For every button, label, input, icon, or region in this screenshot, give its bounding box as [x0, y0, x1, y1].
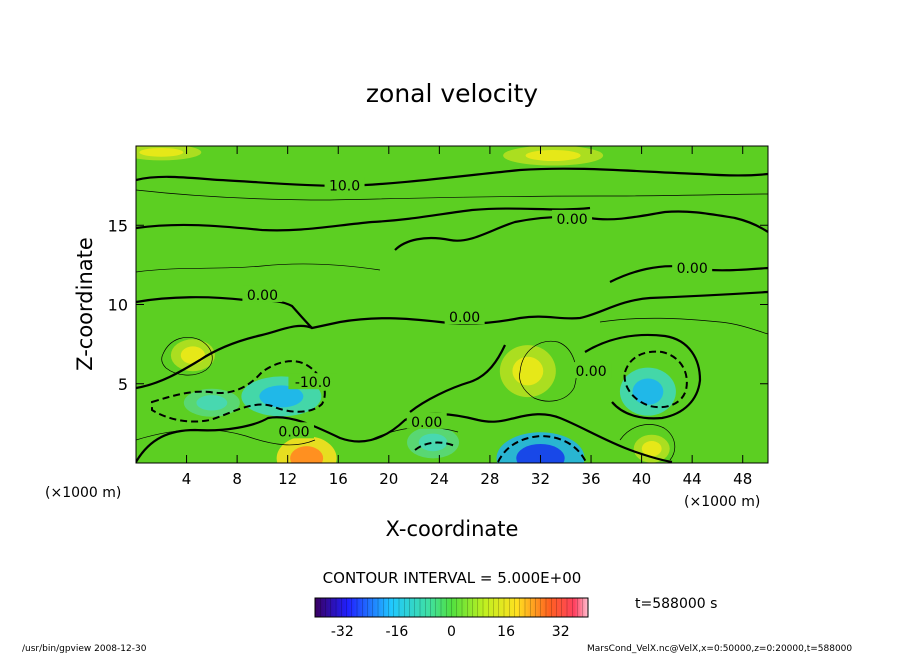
contour-label: 0.00 [449, 310, 480, 326]
y-tick-labels: 5 10 15 [108, 216, 128, 394]
contour-label: 0.00 [247, 288, 278, 304]
x-tick-label: 8 [232, 470, 242, 488]
x-unit-right: (×1000 m) [684, 494, 760, 510]
x-tick-label: 28 [480, 470, 499, 488]
field-extremum [180, 346, 205, 365]
x-unit-left: (×1000 m) [45, 485, 121, 501]
contour-label-bg [672, 259, 713, 276]
contour-label-bg [274, 422, 314, 439]
field-extremum [196, 395, 228, 411]
footer-right: MarsCond_VelX.nc@VelX,x=0:50000,z=0:2000… [587, 644, 852, 654]
x-tick-label: 24 [430, 470, 449, 488]
contour-label-bg [571, 362, 612, 379]
colorbar-tick-label: 32 [552, 624, 570, 640]
field-extremum [516, 443, 565, 463]
field-extremum [641, 441, 662, 457]
field-extremum [632, 378, 664, 405]
x-tick-marks [186, 146, 744, 463]
contour-label-bg [552, 209, 593, 226]
zero-contours [136, 167, 768, 463]
x-axis-label: X-coordinate [386, 517, 519, 541]
colorbar-stripes [320, 598, 583, 617]
x-tick-label: 40 [632, 470, 651, 488]
y-tick-label: 15 [108, 216, 128, 235]
field-extremum [139, 147, 184, 157]
x-tick-label: 32 [531, 470, 550, 488]
footer-left: /usr/bin/gpview 2008-12-30 [22, 644, 147, 654]
contour-label: 10.0 [329, 179, 360, 195]
contour-label-bg [406, 412, 447, 429]
colorbar-tick-label: -32 [331, 624, 354, 640]
x-tick-labels: 4 8 12 16 20 24 28 32 36 40 44 48 [182, 470, 752, 488]
field-extremum [418, 433, 448, 452]
y-tick-label: 5 [118, 375, 128, 394]
time-label: t=588000 s [635, 596, 717, 612]
y-tick-label: 10 [108, 296, 128, 315]
field-extremum [290, 446, 324, 463]
x-tick-label: 20 [379, 470, 398, 488]
contour-label-bg [242, 285, 283, 302]
y-tick-marks [136, 224, 768, 385]
contour-label-bg [444, 308, 485, 325]
contour-label: -10.0 [295, 375, 331, 391]
x-tick-label: 48 [733, 470, 752, 488]
field-extremum [512, 356, 544, 386]
contour-label: 0.00 [677, 261, 708, 277]
chart-title: zonal velocity [366, 79, 538, 108]
contour-label: 0.00 [411, 415, 442, 431]
field-blobs [136, 146, 676, 463]
colorbar-tick-labels: -32 -16 0 16 32 [331, 624, 570, 640]
contour-interval: CONTOUR INTERVAL = 5.000E+00 [323, 569, 582, 587]
contour-label-bg [324, 176, 365, 193]
thin-contours [136, 189, 768, 461]
colorbar-tick-label: -16 [385, 624, 408, 640]
colorbar-tick-label: 0 [447, 624, 456, 640]
contour-label: 0.00 [278, 424, 309, 440]
contour-label-bg [288, 373, 338, 390]
contour-label: 0.00 [575, 364, 606, 380]
colorbar-tick-label: 16 [497, 624, 515, 640]
x-tick-label: 16 [329, 470, 348, 488]
contour-label: 0.00 [556, 212, 587, 228]
field-extremum [259, 385, 304, 408]
plot-area [136, 146, 768, 463]
contour-labels: 10.0 0.00 0.00 0.00 0.00 0.00 -10.0 0.00 0.00 [242, 176, 713, 440]
x-tick-label: 12 [278, 470, 297, 488]
negative-contours [151, 350, 688, 463]
x-tick-label: 44 [683, 470, 702, 488]
x-tick-label: 4 [182, 470, 192, 488]
x-tick-label: 36 [581, 470, 600, 488]
field-extremum [525, 150, 581, 162]
y-axis-label: Z-coordinate [73, 237, 97, 371]
